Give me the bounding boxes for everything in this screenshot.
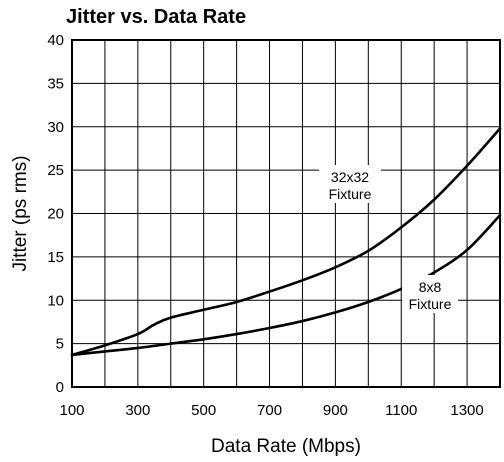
y-axis-label: Jitter (ps rms) bbox=[10, 155, 31, 271]
x-tick-label: 1100 bbox=[385, 402, 417, 419]
y-tick-label: 10 bbox=[47, 292, 64, 309]
annotation-background bbox=[319, 165, 381, 203]
tick-labels: 100 300 500 700 900 1100 1300 0 5 10 15 20 25 30 35 40 bbox=[47, 32, 483, 419]
y-tick-label: 35 bbox=[47, 75, 64, 92]
y-tick-label: 40 bbox=[47, 32, 64, 49]
annotation-line1: 32x32 bbox=[331, 169, 369, 185]
x-axis-label: Data Rate (Mbps) bbox=[211, 436, 361, 457]
x-tick-label: 300 bbox=[125, 402, 150, 419]
series-lines bbox=[70, 127, 502, 357]
annotation-line2: Fixture bbox=[409, 296, 452, 312]
y-tick-label: 0 bbox=[56, 379, 64, 396]
y-tick-label: 5 bbox=[56, 336, 64, 353]
annotation-line1: 8x8 bbox=[419, 279, 442, 295]
x-tick-label: 900 bbox=[323, 402, 348, 419]
y-tick-label: 20 bbox=[47, 206, 64, 223]
x-tick-label: 1300 bbox=[450, 402, 483, 419]
plot-frame bbox=[71, 39, 501, 388]
x-tick-label: 500 bbox=[191, 402, 216, 419]
chart-title: Jitter vs. Data Rate bbox=[66, 6, 247, 28]
annotation-line2: Fixture bbox=[329, 186, 372, 202]
series-line-32x32-fixture bbox=[70, 127, 502, 357]
annotation-background bbox=[402, 275, 458, 313]
y-tick-label: 25 bbox=[47, 162, 64, 179]
x-tick-label: 100 bbox=[59, 402, 84, 419]
y-tick-label: 15 bbox=[47, 249, 64, 266]
series-line-8x8-fixture bbox=[70, 213, 502, 357]
y-tick-label: 30 bbox=[47, 119, 64, 136]
x-tick-label: 700 bbox=[257, 402, 282, 419]
grid bbox=[72, 40, 500, 387]
